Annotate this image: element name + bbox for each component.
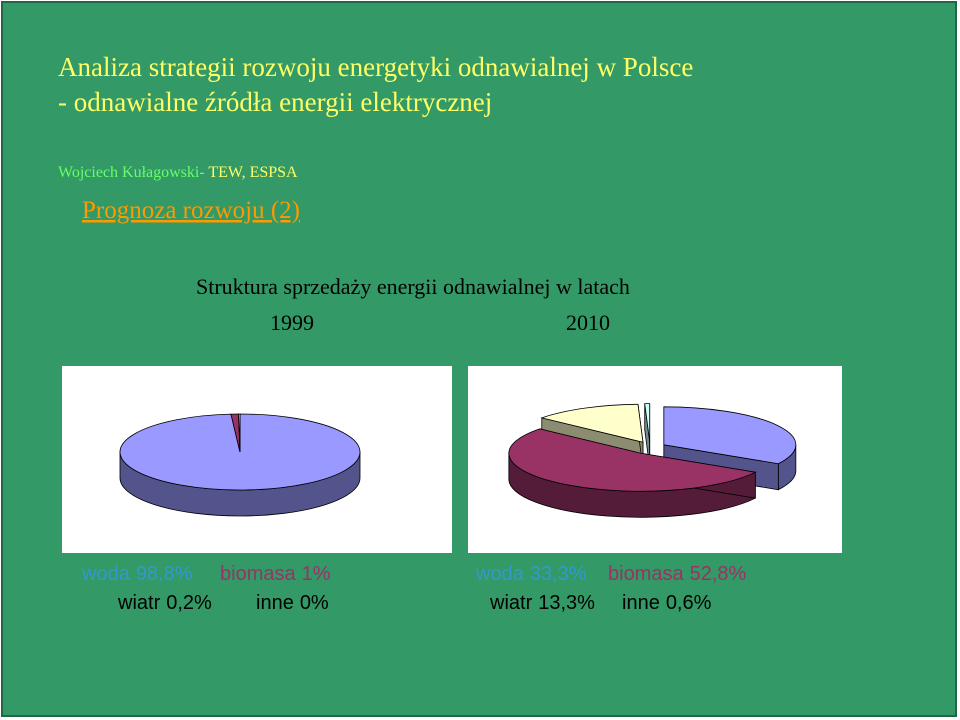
legend-name: wiatr [489, 592, 533, 614]
pie-tops [119, 413, 361, 491]
legend-entry: inne 0,6% [622, 592, 712, 614]
subtitle: - odnawialne źródła energii elektrycznej [58, 87, 492, 117]
legend-entry: inne 0% [256, 592, 329, 614]
legend-name: biomasa [220, 563, 296, 585]
legend-entry: woda 98,8% [81, 563, 193, 585]
legend-value: 0% [300, 592, 329, 614]
title: Analiza strategii rozwoju energetyki odn… [58, 52, 693, 82]
pie-tops [508, 403, 797, 492]
legend-name: inne [622, 592, 660, 614]
legend-value: 1% [302, 563, 331, 585]
author: Wojciech Kułagowski- [58, 164, 205, 181]
slice [644, 403, 651, 442]
legend-value: 0,6% [666, 592, 712, 614]
slice [508, 428, 757, 492]
legend-value: 13,3% [538, 592, 595, 614]
legend-value: 52,8% [690, 563, 747, 585]
section-title: Prognoza rozwoju (2) [82, 197, 300, 224]
legend-name: woda [475, 563, 525, 585]
legend-value: 33,3% [530, 563, 587, 585]
chart-title: 1999 [270, 310, 314, 335]
legend-name: woda [81, 563, 131, 585]
legend-entry: biomasa 52,8% [608, 563, 747, 585]
legend-entry: wiatr 0,2% [117, 592, 212, 614]
legend-value: 98,8% [136, 563, 193, 585]
slice [663, 406, 797, 465]
chart-title: 2010 [566, 310, 610, 335]
slice [540, 403, 644, 443]
legend-entry: woda 33,3% [475, 563, 587, 585]
legend-name: inne [256, 592, 294, 614]
legend-entry: wiatr 13,3% [489, 592, 595, 614]
affiliation: TEW, ESPSA [205, 164, 298, 181]
legend-value: 0,2% [166, 592, 212, 614]
heading: Struktura sprzedaży energii odnawialnej … [196, 274, 630, 299]
legend-name: wiatr [117, 592, 161, 614]
legend-name: biomasa [608, 563, 684, 585]
legend-entry: biomasa 1% [220, 563, 331, 585]
byline: Wojciech Kułagowski- TEW, ESPSA [58, 164, 298, 181]
